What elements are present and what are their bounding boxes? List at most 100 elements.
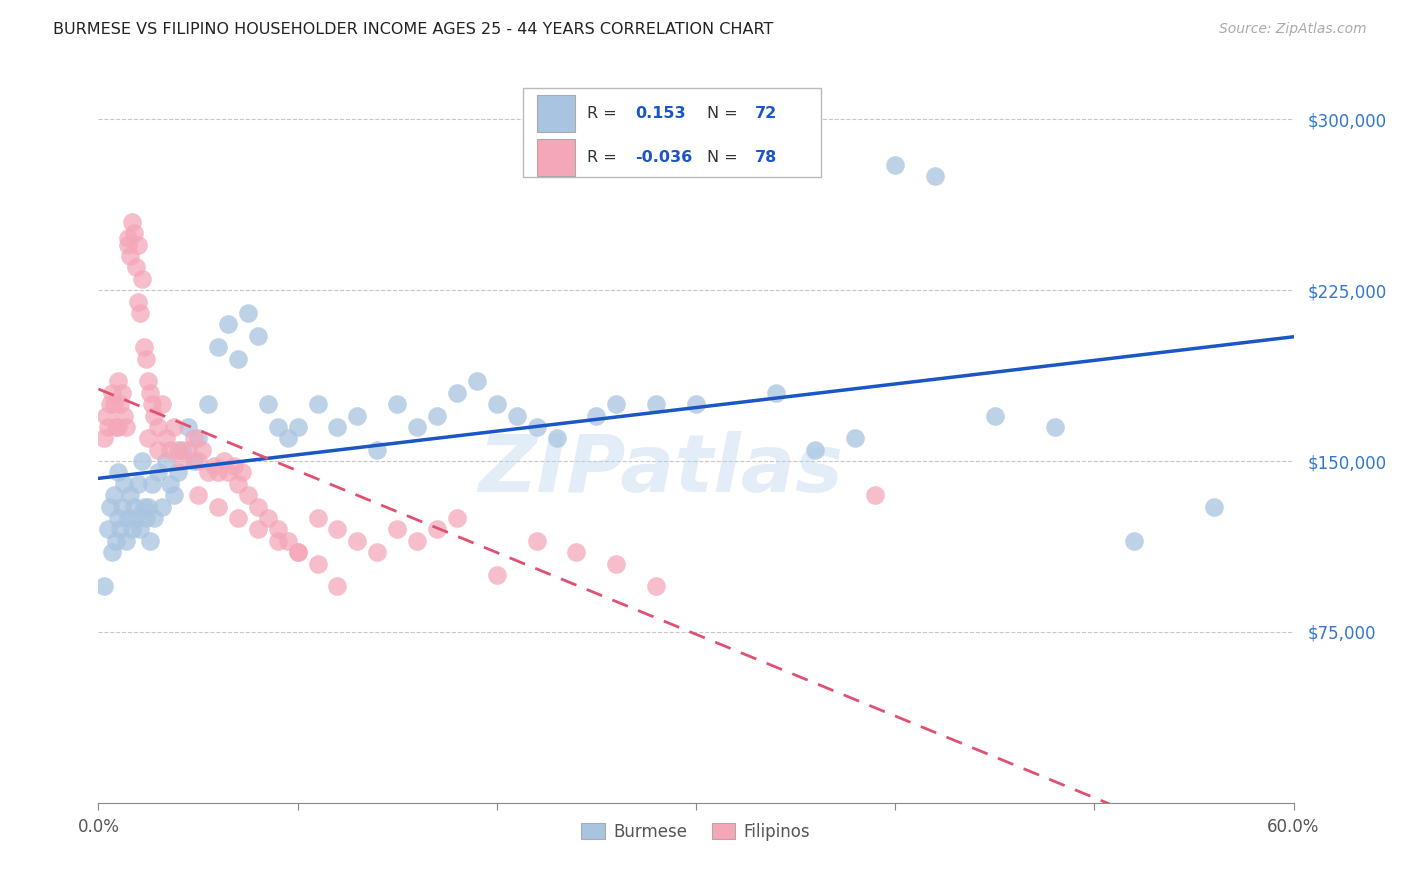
Point bbox=[526, 533, 548, 548]
Point bbox=[150, 500, 173, 514]
Point bbox=[148, 420, 170, 434]
Point bbox=[485, 568, 508, 582]
Point bbox=[150, 397, 173, 411]
Point bbox=[385, 397, 409, 411]
Point bbox=[207, 466, 229, 480]
Point bbox=[446, 511, 468, 525]
Point bbox=[326, 523, 349, 537]
Text: R =: R = bbox=[588, 150, 617, 165]
Point bbox=[605, 557, 627, 571]
Point bbox=[197, 466, 219, 480]
Text: N =: N = bbox=[707, 106, 738, 120]
Point bbox=[287, 420, 309, 434]
Point bbox=[526, 420, 548, 434]
Point bbox=[307, 557, 329, 571]
Point bbox=[267, 533, 290, 548]
Point bbox=[121, 523, 143, 537]
Point bbox=[307, 511, 329, 525]
Point bbox=[485, 397, 508, 411]
FancyBboxPatch shape bbox=[537, 95, 575, 132]
Point bbox=[207, 500, 229, 514]
Point bbox=[346, 533, 368, 548]
Point bbox=[246, 328, 269, 343]
Point bbox=[177, 442, 200, 457]
Point bbox=[112, 409, 135, 423]
Point bbox=[465, 375, 488, 389]
FancyBboxPatch shape bbox=[523, 88, 821, 178]
Point bbox=[187, 431, 209, 445]
Point bbox=[256, 397, 278, 411]
Point bbox=[127, 237, 149, 252]
Point bbox=[107, 420, 129, 434]
Point bbox=[177, 420, 200, 434]
Text: 72: 72 bbox=[755, 106, 776, 120]
Point bbox=[98, 397, 122, 411]
Text: N =: N = bbox=[707, 150, 738, 165]
Point bbox=[984, 409, 1007, 423]
Point bbox=[141, 476, 163, 491]
Point bbox=[804, 442, 827, 457]
Point bbox=[183, 454, 205, 468]
Point bbox=[117, 231, 139, 245]
Point bbox=[155, 454, 177, 468]
Point bbox=[96, 409, 118, 423]
Point bbox=[93, 579, 115, 593]
Point bbox=[645, 579, 668, 593]
Point bbox=[141, 397, 163, 411]
Point bbox=[110, 397, 132, 411]
Point bbox=[226, 351, 249, 366]
Point bbox=[385, 523, 409, 537]
Point bbox=[97, 523, 120, 537]
Point bbox=[326, 420, 349, 434]
Point bbox=[167, 442, 190, 457]
Point bbox=[406, 420, 429, 434]
Point bbox=[148, 466, 170, 480]
Point bbox=[226, 511, 249, 525]
Point bbox=[136, 431, 159, 445]
Point bbox=[155, 431, 177, 445]
Point bbox=[127, 294, 149, 309]
Point bbox=[202, 458, 225, 473]
Point bbox=[124, 500, 146, 514]
Point bbox=[120, 488, 142, 502]
Point bbox=[346, 409, 368, 423]
Point bbox=[143, 409, 166, 423]
Point bbox=[129, 306, 152, 320]
Point bbox=[110, 523, 132, 537]
Point bbox=[924, 169, 946, 184]
Point bbox=[231, 466, 253, 480]
Point bbox=[163, 420, 186, 434]
Point bbox=[124, 227, 146, 241]
Point bbox=[267, 420, 290, 434]
Point bbox=[134, 500, 156, 514]
Text: Source: ZipAtlas.com: Source: ZipAtlas.com bbox=[1219, 22, 1367, 37]
Point bbox=[187, 454, 209, 468]
Point bbox=[217, 318, 239, 332]
Point bbox=[136, 375, 159, 389]
Point bbox=[143, 511, 166, 525]
Point bbox=[136, 500, 159, 514]
Point bbox=[277, 533, 299, 548]
Point bbox=[187, 488, 209, 502]
Point bbox=[117, 237, 139, 252]
Point bbox=[131, 272, 153, 286]
Point bbox=[287, 545, 309, 559]
Point bbox=[101, 545, 124, 559]
Point bbox=[115, 420, 138, 434]
Point bbox=[585, 409, 607, 423]
Point bbox=[277, 431, 299, 445]
Point bbox=[1202, 500, 1225, 514]
Legend: Burmese, Filipinos: Burmese, Filipinos bbox=[575, 816, 817, 847]
Point bbox=[197, 397, 219, 411]
Point bbox=[326, 579, 349, 593]
Point bbox=[226, 476, 249, 491]
Point bbox=[135, 511, 157, 525]
Point bbox=[98, 500, 122, 514]
Point bbox=[222, 458, 245, 473]
Point bbox=[267, 523, 290, 537]
Point bbox=[256, 511, 278, 525]
Point bbox=[148, 442, 170, 457]
Point bbox=[645, 397, 668, 411]
Point bbox=[207, 340, 229, 354]
Point bbox=[1043, 420, 1066, 434]
